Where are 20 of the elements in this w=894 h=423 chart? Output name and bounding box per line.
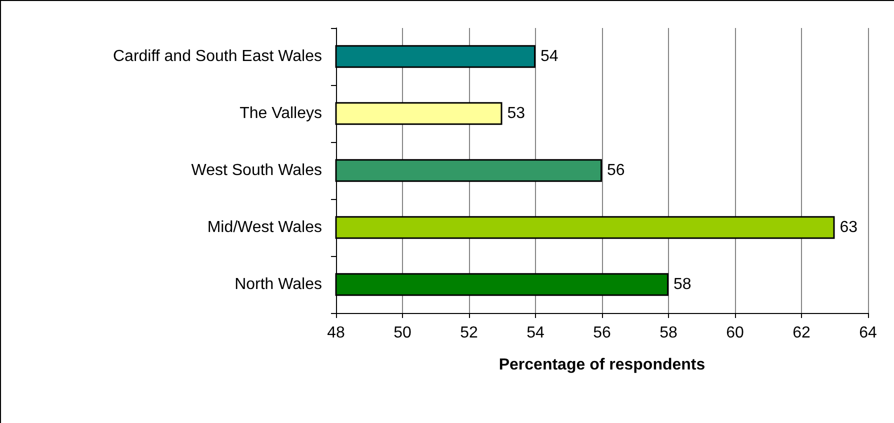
- y-tick-label: North Wales: [234, 276, 322, 293]
- y-tick-label: The Valleys: [240, 105, 322, 122]
- x-tick-label: 54: [526, 324, 544, 342]
- x-tick-label: 48: [327, 324, 345, 342]
- data-label: 58: [674, 276, 692, 293]
- data-label: 54: [540, 48, 558, 65]
- x-tick-label: 58: [660, 324, 678, 342]
- x-tick-label: 52: [460, 324, 478, 342]
- data-label: 53: [507, 105, 526, 122]
- x-tick-label: 56: [593, 324, 611, 342]
- x-tick-label: 60: [726, 324, 744, 342]
- data-label: 56: [607, 162, 625, 179]
- x-tick-label: 64: [859, 324, 877, 342]
- x-tick-label: 62: [792, 324, 810, 342]
- y-tick-label: West South Wales: [191, 162, 322, 179]
- x-axis-title: Percentage of respondents: [498, 356, 706, 374]
- y-tick-label: Cardiff and South East Wales: [113, 48, 322, 65]
- y-tick-label: Mid/West Wales: [207, 219, 322, 236]
- x-tick-label: 50: [394, 324, 412, 342]
- data-label: 63: [840, 219, 858, 236]
